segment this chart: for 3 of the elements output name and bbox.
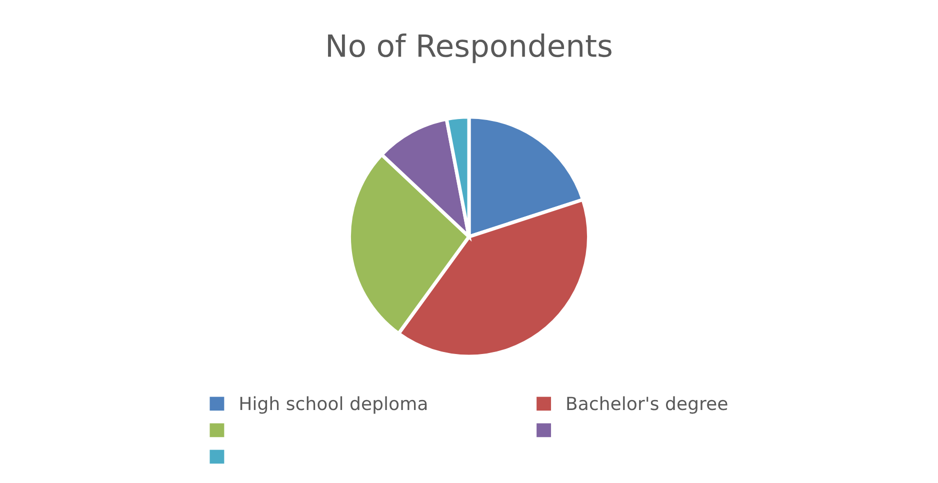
chart-title: No of Respondents: [328, 34, 612, 64]
legend-label: High school deploma: [240, 396, 427, 414]
legend-label: Bachelor's degree: [567, 396, 728, 414]
